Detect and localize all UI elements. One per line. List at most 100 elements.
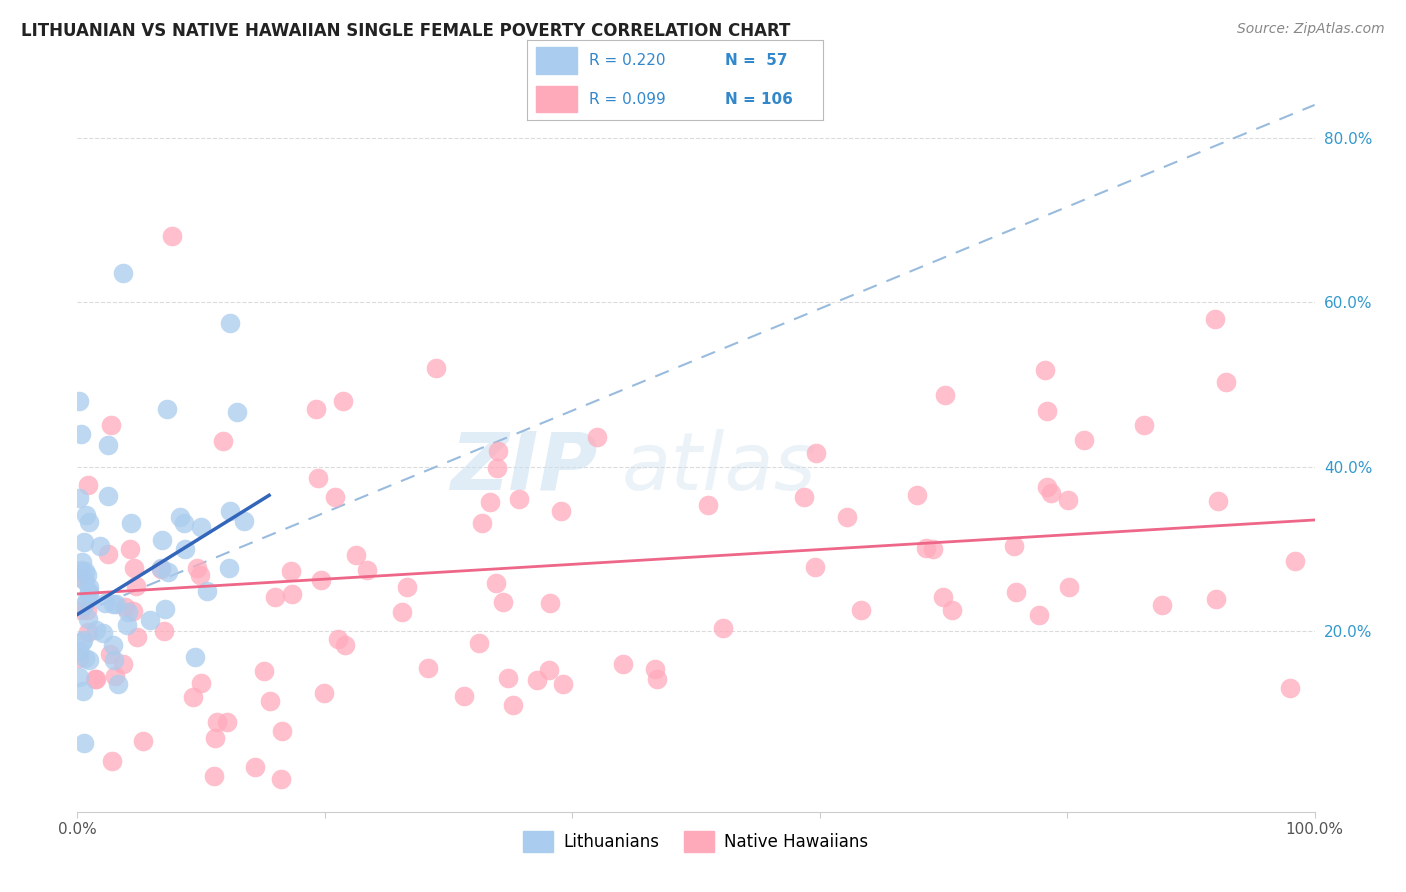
Point: [1204, 311, 1226, 326]
Point: [204, 731, 226, 746]
Point: [1208, 493, 1230, 508]
Point: [174, 542, 197, 557]
Text: N =  57: N = 57: [725, 54, 787, 68]
Point: [72, 684, 94, 698]
Point: [149, 562, 172, 576]
Point: [395, 580, 418, 594]
Bar: [536, 86, 578, 112]
Point: [478, 495, 501, 509]
Point: [612, 657, 634, 672]
Point: [67, 393, 90, 408]
Point: [215, 715, 238, 730]
Point: [103, 597, 125, 611]
Point: [112, 657, 135, 672]
Point: [160, 229, 183, 244]
Point: [103, 653, 125, 667]
Point: [304, 402, 326, 417]
Point: [186, 561, 208, 575]
Point: [83, 672, 105, 686]
Point: [97, 489, 120, 503]
Point: [77, 653, 100, 667]
Point: [73, 736, 96, 750]
Point: [453, 690, 475, 704]
Point: [1278, 681, 1301, 695]
Point: [188, 567, 211, 582]
Point: [932, 591, 955, 605]
Point: [75, 508, 97, 522]
Point: [219, 316, 242, 330]
Point: [468, 636, 491, 650]
Point: [89, 540, 111, 554]
Text: Source: ZipAtlas.com: Source: ZipAtlas.com: [1237, 22, 1385, 37]
Point: [69, 651, 91, 665]
Point: [98, 647, 121, 661]
Point: [77, 516, 100, 530]
Point: [335, 638, 357, 652]
Point: [416, 661, 439, 675]
Point: [150, 561, 173, 575]
Point: [496, 671, 519, 685]
Point: [195, 584, 218, 599]
Point: [344, 549, 367, 563]
Text: atlas: atlas: [621, 429, 817, 507]
Point: [111, 267, 134, 281]
Point: [72, 598, 94, 612]
Point: [190, 675, 212, 690]
Point: [921, 541, 943, 556]
Point: [905, 488, 928, 502]
Point: [76, 612, 98, 626]
Point: [471, 516, 494, 530]
Text: LITHUANIAN VS NATIVE HAWAIIAN SINGLE FEMALE POVERTY CORRELATION CHART: LITHUANIAN VS NATIVE HAWAIIAN SINGLE FEM…: [21, 22, 790, 40]
Point: [67, 570, 90, 584]
Point: [104, 597, 127, 611]
Point: [122, 561, 145, 575]
Point: [120, 516, 142, 530]
Point: [312, 685, 335, 699]
Point: [94, 596, 117, 610]
Point: [73, 564, 96, 578]
Text: R = 0.099: R = 0.099: [589, 92, 666, 107]
Point: [1035, 403, 1057, 417]
Point: [538, 596, 561, 610]
Point: [184, 650, 207, 665]
Point: [492, 595, 515, 609]
Point: [139, 613, 162, 627]
Point: [225, 405, 247, 419]
Point: [84, 623, 107, 637]
Point: [76, 592, 98, 607]
Point: [202, 769, 225, 783]
Point: [645, 672, 668, 686]
Point: [526, 673, 548, 687]
Point: [1005, 585, 1028, 599]
Point: [233, 514, 256, 528]
Point: [117, 606, 139, 620]
Point: [125, 631, 148, 645]
Legend: Lithuanians, Native Hawaiians: Lithuanians, Native Hawaiians: [517, 824, 875, 858]
Point: [253, 664, 276, 678]
Point: [181, 690, 204, 704]
Point: [264, 591, 287, 605]
Point: [70, 426, 93, 441]
Point: [69, 603, 91, 617]
Point: [696, 498, 718, 512]
Point: [711, 621, 734, 635]
Point: [70, 635, 93, 649]
Point: [173, 516, 195, 530]
Point: [502, 698, 524, 713]
Point: [101, 754, 124, 768]
Point: [107, 676, 129, 690]
Point: [75, 651, 97, 665]
Point: [804, 446, 827, 460]
Point: [1057, 493, 1080, 508]
Point: [425, 360, 447, 375]
Point: [101, 639, 124, 653]
Point: [104, 669, 127, 683]
Point: [485, 576, 508, 591]
Point: [1284, 554, 1306, 568]
Point: [205, 714, 228, 729]
Point: [77, 586, 100, 600]
Point: [1040, 485, 1063, 500]
Point: [115, 617, 138, 632]
Point: [391, 605, 413, 619]
Point: [1002, 540, 1025, 554]
